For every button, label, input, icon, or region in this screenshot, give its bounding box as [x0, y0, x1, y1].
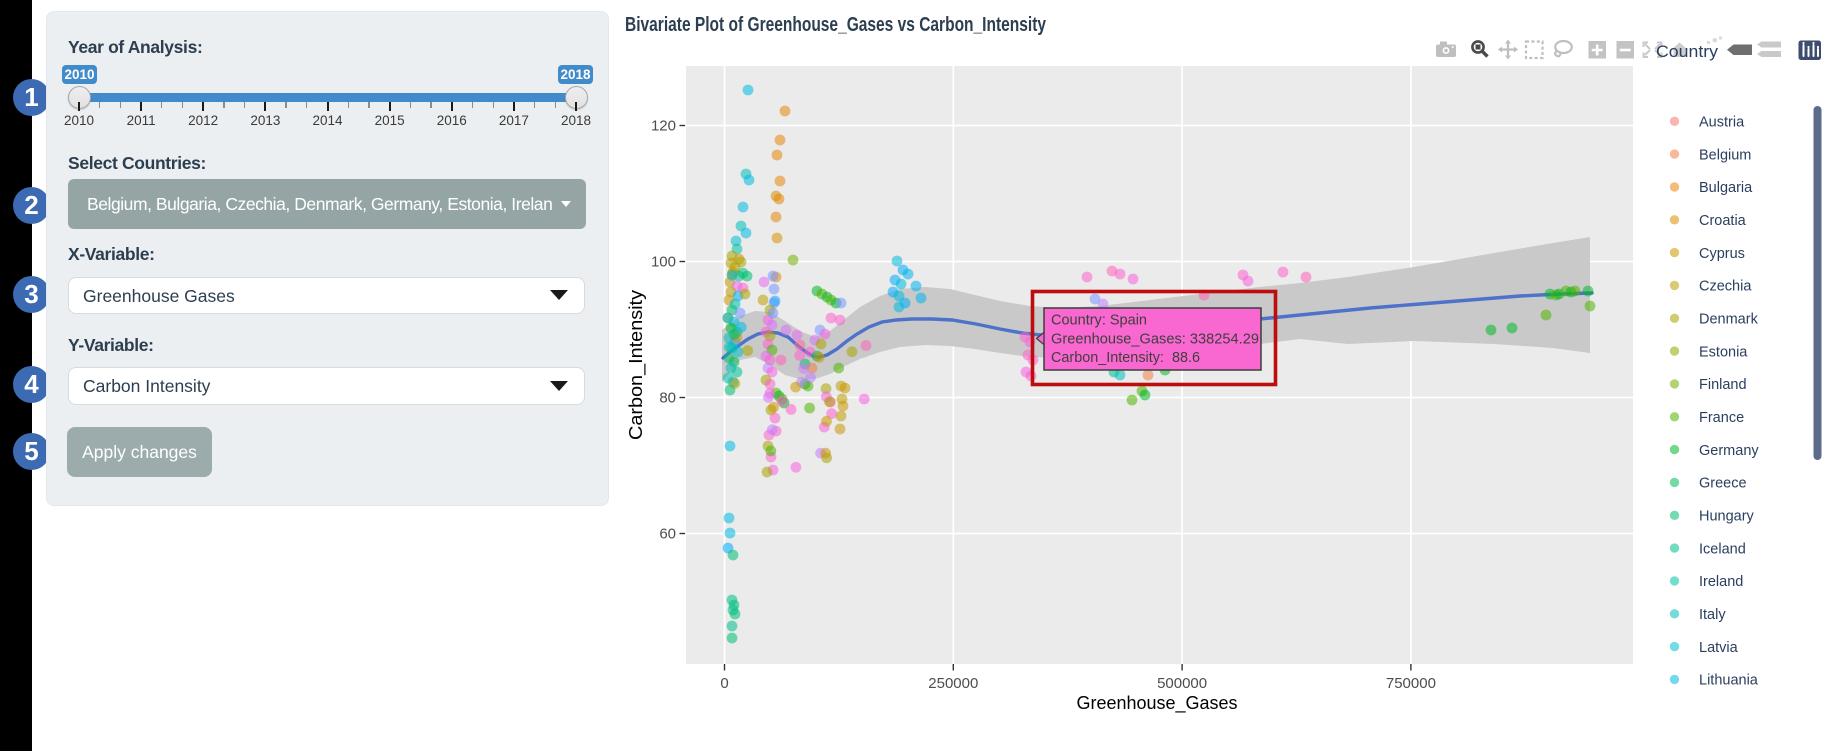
svg-text:Bulgaria: Bulgaria — [1699, 180, 1753, 196]
svg-text:0: 0 — [720, 675, 728, 692]
svg-text:120: 120 — [651, 118, 676, 135]
svg-text:750000: 750000 — [1386, 675, 1436, 692]
svg-text:Country: Country — [1656, 43, 1719, 61]
svg-text:Bivariate Plot of Greenhouse_G: Bivariate Plot of Greenhouse_Gases vs Ca… — [625, 14, 1047, 36]
svg-text:France: France — [1699, 410, 1744, 426]
svg-text:Estonia: Estonia — [1699, 344, 1748, 360]
svg-text:Greenhouse_Gases: 338254.29: Greenhouse_Gases: 338254.29 — [1051, 331, 1259, 347]
svg-text:80: 80 — [659, 390, 676, 407]
svg-text:Finland: Finland — [1699, 377, 1747, 393]
svg-text:Croatia: Croatia — [1699, 213, 1747, 229]
svg-text:500000: 500000 — [1157, 675, 1207, 692]
svg-text:Iceland: Iceland — [1699, 541, 1746, 557]
svg-text:Latvia: Latvia — [1699, 640, 1739, 656]
svg-text:Greece: Greece — [1699, 476, 1747, 492]
svg-text:Ireland: Ireland — [1699, 574, 1743, 590]
svg-text:Denmark: Denmark — [1699, 312, 1759, 328]
svg-text:Belgium: Belgium — [1699, 147, 1751, 163]
svg-text:Country: Spain: Country: Spain — [1051, 313, 1147, 329]
svg-text:Germany: Germany — [1699, 443, 1759, 459]
svg-text:Czechia: Czechia — [1699, 279, 1752, 295]
svg-text:Carbon_Intensity: Carbon_Intensity — [626, 290, 647, 440]
svg-text:Italy: Italy — [1699, 607, 1726, 623]
svg-text:60: 60 — [659, 526, 676, 543]
svg-text:Lithuania: Lithuania — [1699, 673, 1759, 689]
svg-text:100: 100 — [651, 254, 676, 271]
svg-text:Hungary: Hungary — [1699, 509, 1755, 525]
svg-text:Greenhouse_Gases: Greenhouse_Gases — [1077, 693, 1238, 714]
svg-text:250000: 250000 — [928, 675, 978, 692]
svg-text:Cyprus: Cyprus — [1699, 246, 1745, 262]
svg-text:Austria: Austria — [1699, 115, 1745, 131]
svg-text:Carbon_Intensity: 88.6: Carbon_Intensity: 88.6 — [1051, 350, 1200, 366]
